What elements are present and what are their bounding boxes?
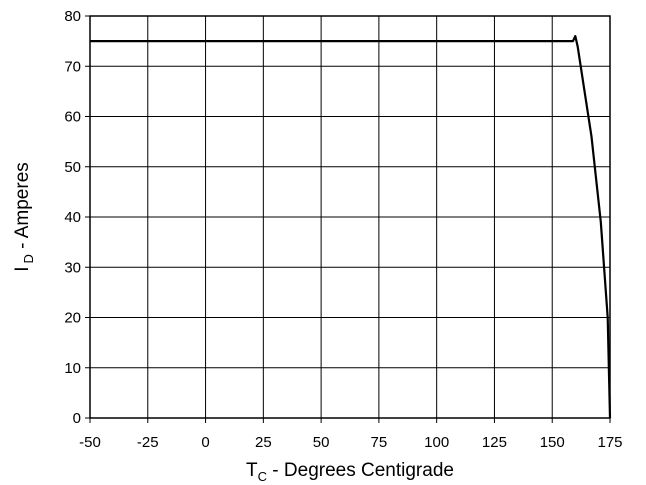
- x-tick-labels: -50 -25 0 25 50 75 100 125 150 175: [79, 434, 622, 451]
- x-tick-label: 50: [313, 434, 330, 451]
- grid: [85, 15, 611, 423]
- y-tick-label: 80: [64, 8, 81, 25]
- y-tick-label: 30: [64, 259, 81, 276]
- x-tick-label: 175: [597, 434, 622, 451]
- y-tick-label: 50: [64, 159, 81, 176]
- x-axis-label: TC - Degrees Centigrade: [246, 460, 454, 484]
- x-axis-label-main: T: [246, 460, 258, 481]
- plot-area-border: [89, 15, 611, 419]
- x-axis-label-rest: - Degrees Centigrade: [267, 460, 454, 481]
- y-tick-labels: 0 10 20 30 40 50 60 70 80: [64, 8, 81, 427]
- series-layer: [90, 35, 612, 419]
- x-tick-label: -50: [79, 434, 101, 451]
- y-axis-label: ID - Amperes: [12, 162, 36, 272]
- x-axis-label-subscript: C: [258, 469, 267, 484]
- x-tick-label: 100: [424, 434, 449, 451]
- y-tick-label: 0: [73, 410, 81, 427]
- x-tick-label: 125: [482, 434, 507, 451]
- y-tick-label: 40: [64, 209, 81, 226]
- x-tick-label: -25: [137, 434, 159, 451]
- series-line: [90, 35, 612, 419]
- x-tick-label: 150: [540, 434, 565, 451]
- y-tick-label: 20: [64, 310, 81, 327]
- x-tick-label: 25: [255, 434, 272, 451]
- x-tick-label: 0: [201, 434, 209, 451]
- y-tick-label: 10: [64, 360, 81, 377]
- y-tick-label: 60: [64, 109, 81, 126]
- x-tick-label: 75: [371, 434, 388, 451]
- y-axis-label-main: I: [12, 266, 33, 271]
- y-tick-label: 70: [64, 58, 81, 75]
- y-axis-label-rest: - Amperes: [12, 162, 33, 254]
- y-axis-label-subscript: D: [21, 254, 36, 263]
